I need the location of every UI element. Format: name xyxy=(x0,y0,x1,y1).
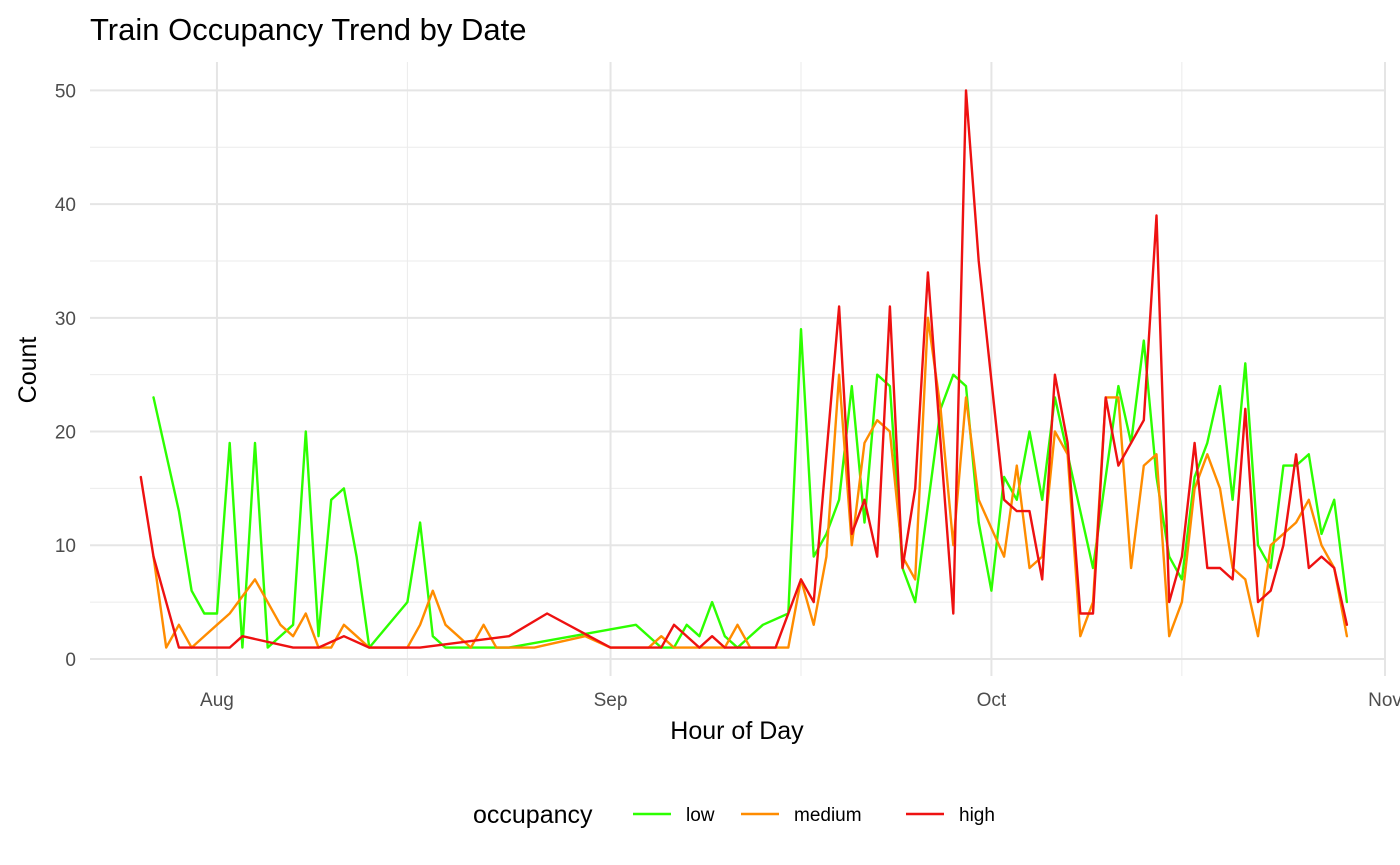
x-tick-label: Oct xyxy=(977,690,1007,711)
x-axis: Aug Sep Oct Nov xyxy=(200,690,1400,711)
legend-item-low: low xyxy=(633,805,715,826)
x-axis-title: Hour of Day xyxy=(670,717,804,745)
legend: occupancy low medium high xyxy=(473,801,995,829)
y-axis-title: Count xyxy=(14,337,42,404)
x-tick-label: Sep xyxy=(594,690,628,711)
legend-label-medium: medium xyxy=(794,805,862,826)
y-tick-label: 20 xyxy=(55,423,76,444)
chart-title: Train Occupancy Trend by Date xyxy=(90,12,527,47)
series-lines xyxy=(139,89,1349,649)
y-tick-label: 50 xyxy=(55,81,76,102)
grid xyxy=(90,62,1386,676)
legend-item-medium: medium xyxy=(741,805,862,826)
series-line-high xyxy=(139,89,1349,649)
series-line-low xyxy=(152,328,1349,649)
legend-title: occupancy xyxy=(473,801,593,829)
legend-label-high: high xyxy=(959,805,995,826)
legend-items: low medium high xyxy=(633,805,995,826)
x-tick-label: Nov xyxy=(1368,690,1400,711)
y-tick-label: 40 xyxy=(55,195,76,216)
y-tick-label: 0 xyxy=(65,650,76,671)
y-tick-label: 10 xyxy=(55,536,76,557)
y-axis: 0 10 20 30 40 50 xyxy=(55,81,76,671)
x-tick-label: Aug xyxy=(200,690,234,711)
legend-label-low: low xyxy=(686,805,715,826)
legend-item-high: high xyxy=(906,805,995,826)
series-line-medium xyxy=(152,316,1349,649)
y-tick-label: 30 xyxy=(55,309,76,330)
